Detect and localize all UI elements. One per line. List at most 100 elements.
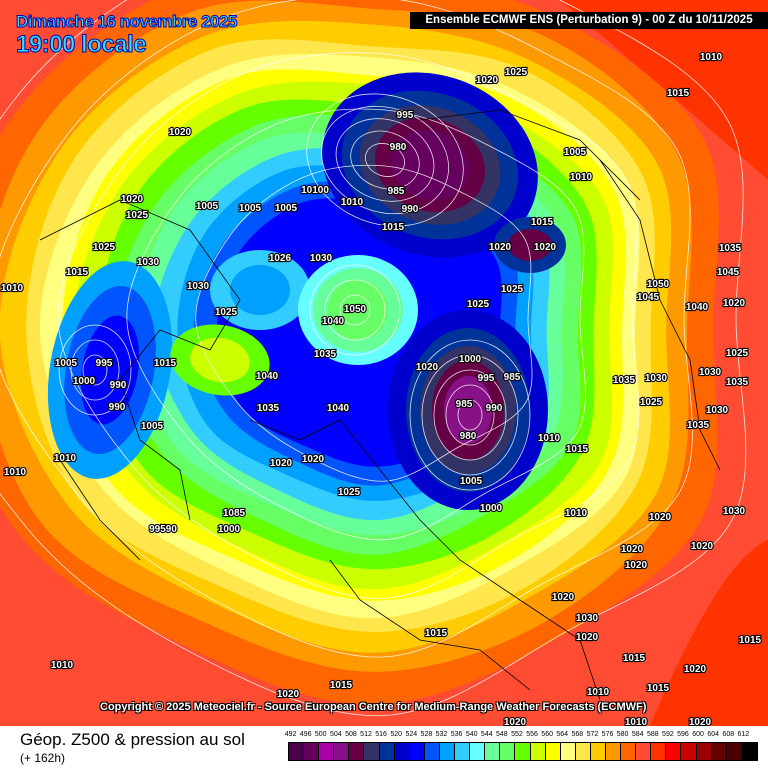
pressure-label: 1005 — [564, 147, 587, 158]
pressure-label: 1020 — [416, 362, 439, 373]
pressure-label: 995 — [478, 373, 495, 384]
color-scale-swatch — [500, 743, 516, 760]
coastline — [599, 159, 721, 471]
color-scale-label: 496 — [299, 731, 312, 738]
color-scale-label: 492 — [284, 731, 297, 738]
color-scale-swatch — [711, 743, 727, 760]
isobar — [324, 279, 386, 341]
pressure-label: 1020 — [121, 194, 144, 205]
pressure-label: 1025 — [726, 348, 749, 359]
color-scale-swatch — [741, 743, 757, 760]
coastlines — [39, 109, 721, 701]
pressure-label: 1025 — [501, 284, 524, 295]
pressure-label: 1020 — [723, 298, 746, 309]
pressure-label: 1035 — [314, 349, 337, 360]
color-scale-swatch — [560, 743, 576, 760]
pressure-label: 1005 — [55, 358, 78, 369]
pressure-label: 1010 — [565, 508, 588, 519]
pressure-label: 1025 — [467, 299, 490, 310]
pressure-label: 1045 — [717, 267, 740, 278]
pressure-label: 1025 — [505, 67, 528, 78]
color-scale-label: 504 — [329, 731, 342, 738]
pressure-label: 990 — [109, 402, 126, 413]
pressure-label: 1010 — [700, 52, 723, 63]
color-scale-swatch — [545, 743, 561, 760]
pressure-label: 1005 — [460, 476, 483, 487]
isobar — [306, 93, 464, 227]
pressure-label: 1040 — [327, 403, 350, 414]
pressure-label: 1025 — [338, 487, 361, 498]
color-scale-label: 544 — [480, 731, 493, 738]
color-scale-swatch — [621, 743, 637, 760]
isobar — [320, 105, 450, 215]
pressure-label: 1030 — [576, 613, 599, 624]
pressure-label: 1040 — [322, 316, 345, 327]
pressure-label: 99590 — [149, 524, 177, 535]
forecast-time: 19:00 locale — [15, 31, 147, 59]
pressure-label: 995 — [96, 358, 113, 369]
coastline — [419, 109, 641, 201]
isobar — [339, 294, 371, 326]
color-scale-label: 596 — [677, 731, 689, 738]
pressure-label: 1010 — [341, 197, 364, 208]
pressure-label: 1000 — [480, 503, 503, 514]
pressure-label: 990 — [402, 204, 419, 215]
color-scale-label: 564 — [556, 731, 569, 738]
pressure-label: 1020 — [684, 664, 707, 675]
pressure-label: 1010 — [570, 172, 593, 183]
color-scale-swatch — [289, 743, 305, 760]
color-scale-swatch — [455, 743, 471, 760]
pressure-label: 985 — [388, 186, 405, 197]
pressure-label: 1020 — [270, 458, 293, 469]
color-scale-swatch — [605, 743, 622, 760]
coastline — [249, 419, 601, 701]
pressure-label: 980 — [460, 431, 477, 442]
color-scale-label: 548 — [496, 731, 508, 738]
isobar — [57, 52, 640, 599]
pressure-label: 1020 — [476, 75, 499, 86]
color-scale-swatch — [379, 743, 395, 760]
color-scale-labels: 492 496 500 504 508 512 516 520 524 528 532 536 540 5… — [283, 731, 758, 740]
pressure-label: 1020 — [689, 717, 712, 726]
color-scale-swatch — [590, 743, 606, 760]
isobar — [0, 0, 693, 658]
pressure-label: 1015 — [566, 444, 589, 455]
color-scale-swatch — [651, 743, 667, 760]
pressure-label: 1040 — [686, 302, 709, 313]
color-scale-label: 604 — [707, 731, 720, 738]
color-scale-swatch — [470, 743, 486, 760]
pressure-label: 1015 — [647, 683, 670, 694]
pressure-label: 1010 — [51, 660, 74, 671]
pressure-label: 990 — [110, 380, 127, 391]
low-pressure-system — [508, 229, 552, 261]
pressure-label: 1035 — [719, 243, 742, 254]
pressure-label: 1020 — [691, 541, 714, 552]
forecast-date: Dimanche 16 novembre 2025 — [16, 12, 238, 32]
pressure-label: 1015 — [667, 88, 690, 99]
pressure-label: 1020 — [621, 544, 644, 555]
pressure-label: 1030 — [699, 367, 722, 378]
coastline — [59, 459, 141, 561]
pressure-label: 1015 — [425, 628, 448, 639]
pressure-label: 1010 — [1, 283, 24, 294]
isobar — [0, 0, 747, 717]
color-scale-swatch — [439, 743, 456, 760]
pressure-label: 1005 — [275, 203, 298, 214]
color-scale-label: 568 — [571, 731, 584, 738]
pressure-label: 1050 — [344, 304, 367, 315]
pressure-label: 1030 — [645, 373, 668, 384]
pressure-label: 1015 — [66, 267, 89, 278]
pressure-label: 1005 — [141, 421, 164, 432]
color-scale-label: 552 — [511, 731, 523, 738]
coastline — [329, 559, 531, 691]
z500-bands — [0, 0, 719, 705]
ridge — [190, 337, 250, 383]
color-scale-swatch — [334, 743, 350, 760]
isobar — [82, 354, 108, 386]
pressure-label: 1025 — [93, 242, 116, 253]
pressure-label: 1015 — [330, 680, 353, 691]
pressure-label: 1005 — [239, 203, 262, 214]
color-scale-label: 608 — [722, 731, 735, 738]
pressure-label: 1000 — [73, 376, 96, 387]
color-scale-label: 500 — [314, 731, 327, 738]
